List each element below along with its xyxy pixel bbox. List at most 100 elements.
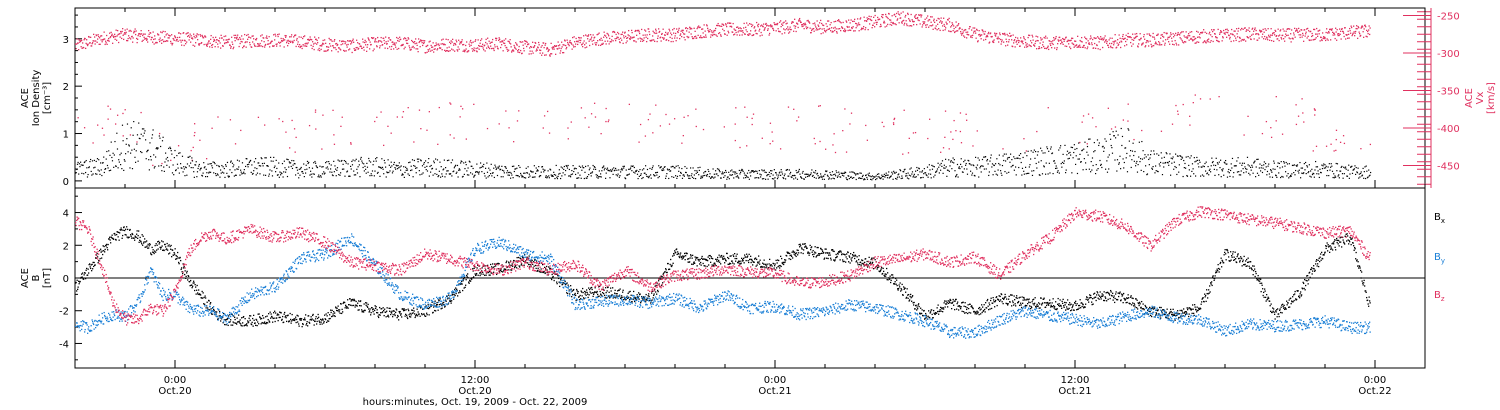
vx-outlier-point: [282, 120, 284, 123]
density-point: [346, 170, 349, 172]
vx-point: [1224, 32, 1226, 34]
vx-point: [261, 40, 263, 42]
vx-point: [784, 29, 786, 31]
density-point: [735, 176, 737, 178]
vx-point: [635, 29, 637, 32]
vx-point: [1018, 41, 1020, 44]
vx-point: [428, 41, 430, 43]
vx-point: [761, 24, 763, 26]
density-point: [1254, 160, 1256, 162]
vx-point: [984, 33, 986, 35]
vx-point: [955, 26, 957, 28]
vx-point: [630, 37, 632, 39]
vx-point: [1015, 41, 1017, 43]
density-point: [159, 137, 161, 139]
density-point: [1232, 176, 1234, 178]
vx-point: [858, 22, 860, 24]
density-point: [1156, 153, 1158, 155]
vx-point: [324, 39, 326, 41]
density-point: [467, 167, 469, 169]
density-point: [842, 172, 844, 174]
vx-point: [967, 31, 969, 33]
vx-point: [391, 45, 393, 48]
density-point: [1020, 161, 1022, 164]
vx-point: [998, 41, 1000, 43]
vx-outlier-point: [1127, 120, 1129, 122]
density-point: [706, 175, 708, 177]
density-point: [296, 169, 299, 171]
density-point: [935, 171, 937, 173]
vx-point: [839, 21, 841, 23]
vx-point: [1182, 31, 1184, 33]
vx-point: [1110, 46, 1112, 49]
vx-point: [410, 48, 412, 50]
vx-point: [984, 30, 986, 33]
vx-point: [325, 42, 327, 44]
density-point: [195, 164, 197, 166]
density-point: [266, 165, 268, 167]
density-point: [991, 163, 994, 165]
density-point: [573, 170, 575, 173]
density-point: [178, 152, 180, 154]
vx-point: [1044, 47, 1046, 50]
vx-point: [949, 30, 951, 33]
density-point: [345, 160, 347, 163]
vx-point: [435, 42, 437, 44]
density-point: [1281, 175, 1283, 178]
density-point: [260, 157, 262, 159]
vx-point: [1213, 29, 1215, 31]
vx-point: [380, 40, 382, 42]
density-point: [823, 175, 825, 177]
density-point: [839, 176, 841, 178]
vx-point: [827, 28, 829, 30]
vx-point: [541, 54, 543, 56]
density-point: [761, 178, 764, 180]
vx-point: [1329, 28, 1331, 30]
density-point: [1085, 162, 1087, 164]
vx-outlier-point: [314, 111, 317, 113]
density-point: [1366, 177, 1369, 179]
vx-point: [1154, 38, 1156, 40]
density-point: [178, 172, 180, 174]
vx-point: [346, 44, 348, 46]
density-point: [148, 159, 150, 161]
vx-point: [201, 34, 203, 37]
density-point: [1000, 172, 1002, 174]
density-point: [551, 175, 553, 177]
vx-point: [882, 14, 884, 16]
density-point: [793, 178, 795, 180]
density-point: [570, 173, 572, 176]
density-point: [780, 169, 782, 171]
vx-point: [196, 33, 198, 35]
density-point: [240, 169, 242, 171]
density-point: [595, 168, 597, 170]
vx-outlier-point: [1342, 135, 1345, 137]
vx-point: [713, 31, 715, 33]
vx-point: [707, 27, 709, 29]
density-point: [1182, 175, 1184, 178]
density-point: [569, 175, 571, 177]
vx-point: [844, 30, 846, 33]
density-point: [512, 177, 514, 179]
density-point: [813, 176, 815, 179]
vx-point: [837, 19, 839, 22]
density-point: [829, 171, 831, 174]
density-point: [418, 158, 420, 160]
density-point: [255, 174, 257, 176]
vx-point: [1165, 39, 1167, 41]
vx-point: [471, 48, 473, 50]
vx-point: [812, 28, 814, 30]
vx-point: [1185, 31, 1187, 33]
density-point: [743, 177, 745, 179]
vx-point: [817, 24, 819, 26]
density-point: [740, 171, 742, 173]
density-point: [223, 172, 225, 174]
density-point: [189, 155, 191, 157]
vx-point: [997, 36, 999, 38]
vx-point: [795, 25, 797, 27]
vx-point: [1028, 44, 1030, 46]
density-point: [639, 168, 641, 171]
vx-point: [993, 41, 995, 44]
vx-point: [748, 33, 750, 35]
vx-point: [1336, 39, 1338, 41]
